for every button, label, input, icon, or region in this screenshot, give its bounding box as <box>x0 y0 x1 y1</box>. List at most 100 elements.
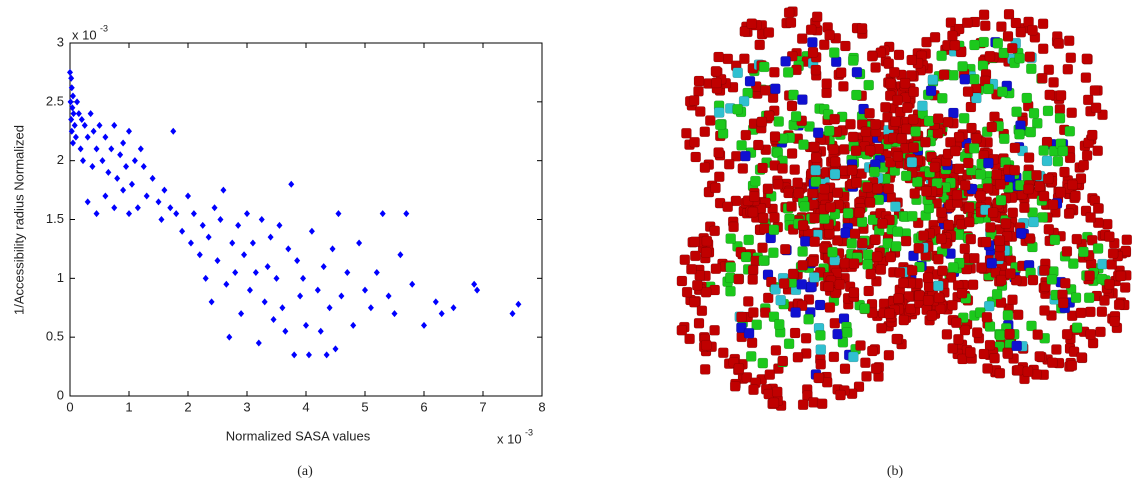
atom <box>929 161 941 173</box>
point <box>282 327 289 335</box>
atom <box>746 337 758 349</box>
atom <box>1010 17 1022 29</box>
atom <box>1061 329 1073 340</box>
atom <box>978 348 990 360</box>
point <box>67 98 74 106</box>
point <box>155 198 162 206</box>
atom <box>699 126 711 137</box>
atom <box>885 251 896 263</box>
point <box>68 84 75 92</box>
atom <box>1113 299 1125 311</box>
atom <box>1043 64 1055 76</box>
atom <box>693 75 705 87</box>
atom <box>1087 337 1099 349</box>
atom <box>786 100 798 112</box>
atom <box>1068 258 1079 269</box>
atom <box>770 83 781 95</box>
atom <box>870 119 881 130</box>
atom <box>917 100 928 112</box>
atom <box>965 101 977 113</box>
point <box>285 245 292 253</box>
point <box>214 257 221 265</box>
atom <box>1062 64 1074 75</box>
atom <box>799 201 810 212</box>
point <box>74 98 81 106</box>
atom <box>1084 270 1095 281</box>
point <box>220 186 227 194</box>
x-tick-label: 5 <box>361 399 368 414</box>
atom <box>1042 173 1054 185</box>
atom <box>851 177 862 189</box>
point <box>140 163 147 171</box>
atom <box>971 92 982 104</box>
point <box>305 351 312 359</box>
point <box>158 216 165 223</box>
point <box>432 298 439 306</box>
atom <box>983 83 994 95</box>
x-axis-label: Normalized SASA values <box>226 428 371 443</box>
atom <box>1015 26 1027 38</box>
atom <box>1026 320 1037 332</box>
atom <box>816 398 828 409</box>
atom <box>792 351 804 363</box>
atom <box>834 279 846 290</box>
atom <box>934 303 946 315</box>
atom <box>829 47 840 58</box>
atom <box>937 93 948 104</box>
atom <box>870 234 881 245</box>
point <box>69 139 76 147</box>
atom <box>893 49 905 61</box>
atom <box>787 268 799 280</box>
atom <box>786 201 797 212</box>
atom <box>936 207 947 218</box>
atom <box>815 344 827 355</box>
atom <box>828 351 840 363</box>
point <box>179 227 186 235</box>
atom <box>725 233 736 244</box>
atom <box>1019 202 1030 214</box>
point <box>205 233 212 241</box>
point <box>111 204 118 212</box>
atom <box>768 397 780 409</box>
atom <box>994 235 1005 246</box>
point <box>68 115 75 123</box>
point <box>314 286 321 294</box>
x-tick-label: 4 <box>302 399 309 414</box>
atom <box>1083 292 1095 304</box>
atom <box>709 325 720 336</box>
atom <box>948 70 959 81</box>
point <box>320 263 327 271</box>
atom <box>1022 170 1033 182</box>
atom <box>1104 278 1115 290</box>
atom <box>910 126 921 137</box>
atom <box>1085 306 1096 318</box>
atom <box>695 106 706 117</box>
point <box>208 298 215 306</box>
x-tick-label: 2 <box>184 399 191 414</box>
atom <box>997 86 1008 98</box>
atom <box>880 101 891 113</box>
atom <box>718 347 729 359</box>
atom <box>1027 24 1038 36</box>
atom <box>1000 218 1012 229</box>
atom <box>937 265 948 277</box>
atom <box>690 250 701 262</box>
atom <box>905 303 917 314</box>
atom <box>896 133 908 144</box>
atom <box>1011 340 1022 352</box>
atom <box>809 272 820 283</box>
atom <box>789 327 801 339</box>
atom <box>1007 294 1018 305</box>
atom <box>1085 212 1096 223</box>
atom <box>996 21 1007 32</box>
atom <box>797 399 809 410</box>
atom <box>772 179 784 190</box>
atom <box>971 327 983 338</box>
atom <box>1024 233 1036 244</box>
atom <box>809 236 820 247</box>
atom <box>1043 224 1055 235</box>
atom <box>749 191 760 202</box>
atom <box>819 213 830 225</box>
atom <box>1022 366 1034 377</box>
atom <box>690 151 701 163</box>
